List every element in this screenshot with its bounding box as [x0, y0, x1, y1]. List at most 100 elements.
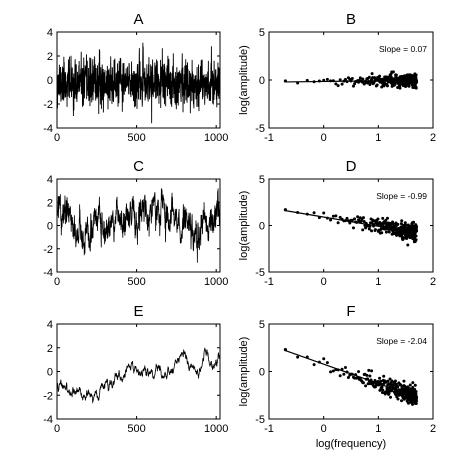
data-point	[415, 225, 419, 229]
y-tick-label-c: 2	[47, 197, 53, 209]
x-tick-label-b: 2	[430, 132, 436, 144]
data-point	[338, 215, 342, 219]
data-point	[368, 374, 372, 378]
data-point	[334, 214, 338, 218]
data-point	[378, 74, 382, 78]
y-tick-label-f: 0	[259, 367, 265, 379]
data-point	[368, 83, 372, 87]
data-point	[340, 82, 344, 86]
slope-annotation-b: Slope = 0.07	[379, 44, 427, 54]
data-point	[385, 84, 389, 88]
panel-title-a: A	[133, 11, 143, 28]
data-point	[353, 217, 357, 221]
data-point	[388, 377, 392, 381]
y-tick-label-d: -5	[255, 267, 265, 279]
y-tick-label-f: 5	[259, 319, 265, 331]
fit-line-d	[285, 210, 417, 234]
data-point	[385, 216, 389, 220]
x-tick-label-d: 2	[430, 276, 436, 288]
y-tick-label-c: 0	[47, 221, 53, 233]
x-tick-label-e: 1000	[204, 423, 228, 435]
data-point	[361, 381, 365, 385]
data-point	[325, 361, 329, 365]
data-point	[322, 357, 326, 361]
data-point	[408, 383, 412, 387]
data-point	[389, 395, 393, 399]
series-line-e	[57, 347, 220, 404]
y-axis-label-d: log(amplitude)	[238, 191, 250, 261]
data-point	[414, 238, 418, 242]
x-tick-label-c: 1000	[204, 276, 228, 288]
y-tick-label-c: -2	[43, 244, 53, 256]
y-axis-label-f: log(amplitude)	[238, 337, 250, 407]
data-point	[370, 229, 374, 233]
x-tick-label-a: 500	[127, 132, 145, 144]
y-tick-label-a: -4	[43, 123, 53, 135]
slope-annotation-d: Slope = -0.99	[376, 191, 427, 201]
data-point	[413, 383, 417, 387]
data-point	[373, 228, 377, 232]
data-point	[387, 392, 391, 396]
x-axis-label-f: log(frequency)	[316, 438, 386, 450]
data-point	[358, 76, 362, 80]
data-point	[331, 214, 335, 218]
x-tick-label-a: 1000	[204, 132, 228, 144]
y-tick-label-e: -2	[43, 390, 53, 402]
series-line-c	[57, 188, 220, 263]
data-point	[343, 366, 347, 369]
x-tick-label-b: -1	[264, 132, 274, 144]
data-point	[400, 219, 404, 223]
data-point	[370, 72, 374, 76]
data-point	[390, 379, 394, 383]
data-point	[312, 363, 316, 367]
data-point	[348, 221, 352, 225]
data-point	[350, 77, 354, 81]
data-point	[351, 226, 355, 230]
data-point	[415, 80, 419, 84]
data-point	[375, 220, 379, 224]
data-point	[396, 397, 400, 401]
panel-c: 0 500 1000 4 2 0 -2 -4 C	[43, 158, 228, 288]
y-tick-label-a: 4	[47, 27, 53, 39]
data-point	[357, 370, 361, 374]
data-point	[296, 355, 300, 359]
data-point	[379, 379, 383, 383]
data-point	[364, 384, 368, 388]
panel-title-d: D	[346, 158, 357, 175]
data-point	[414, 76, 418, 80]
data-point	[338, 374, 342, 378]
y-tick-label-b: 0	[259, 75, 265, 87]
data-point	[366, 382, 370, 386]
data-point	[400, 399, 404, 403]
x-tick-label-d: -1	[264, 276, 274, 288]
x-tick-label-b: 0	[321, 132, 327, 144]
data-point	[329, 370, 333, 374]
x-tick-label-d: 1	[375, 276, 381, 288]
data-point	[391, 70, 395, 74]
data-point	[384, 218, 388, 222]
panel-title-f: F	[346, 303, 355, 320]
panel-title-b: B	[346, 11, 356, 28]
data-point	[312, 211, 316, 215]
x-tick-label-a: 0	[54, 132, 60, 144]
data-point	[411, 402, 415, 406]
panel-title-c: C	[133, 158, 144, 175]
data-point	[396, 222, 400, 226]
data-point	[406, 243, 410, 247]
data-point	[390, 389, 394, 393]
data-point	[414, 390, 418, 394]
data-point	[382, 374, 386, 378]
panel-e: 0 500 1000 4 2 0 -2 -4 E	[43, 303, 228, 435]
panel-a: 0 500 1000 4 2 0 -2 -4 A	[43, 11, 228, 144]
data-point	[376, 217, 380, 221]
fit-line-f	[285, 350, 417, 398]
data-point	[386, 75, 390, 79]
y-tick-label-e: -4	[43, 414, 53, 426]
data-point	[343, 77, 347, 81]
slope-annotation-f: Slope = -2.04	[376, 336, 427, 346]
data-point	[336, 84, 340, 88]
data-point	[394, 73, 398, 77]
